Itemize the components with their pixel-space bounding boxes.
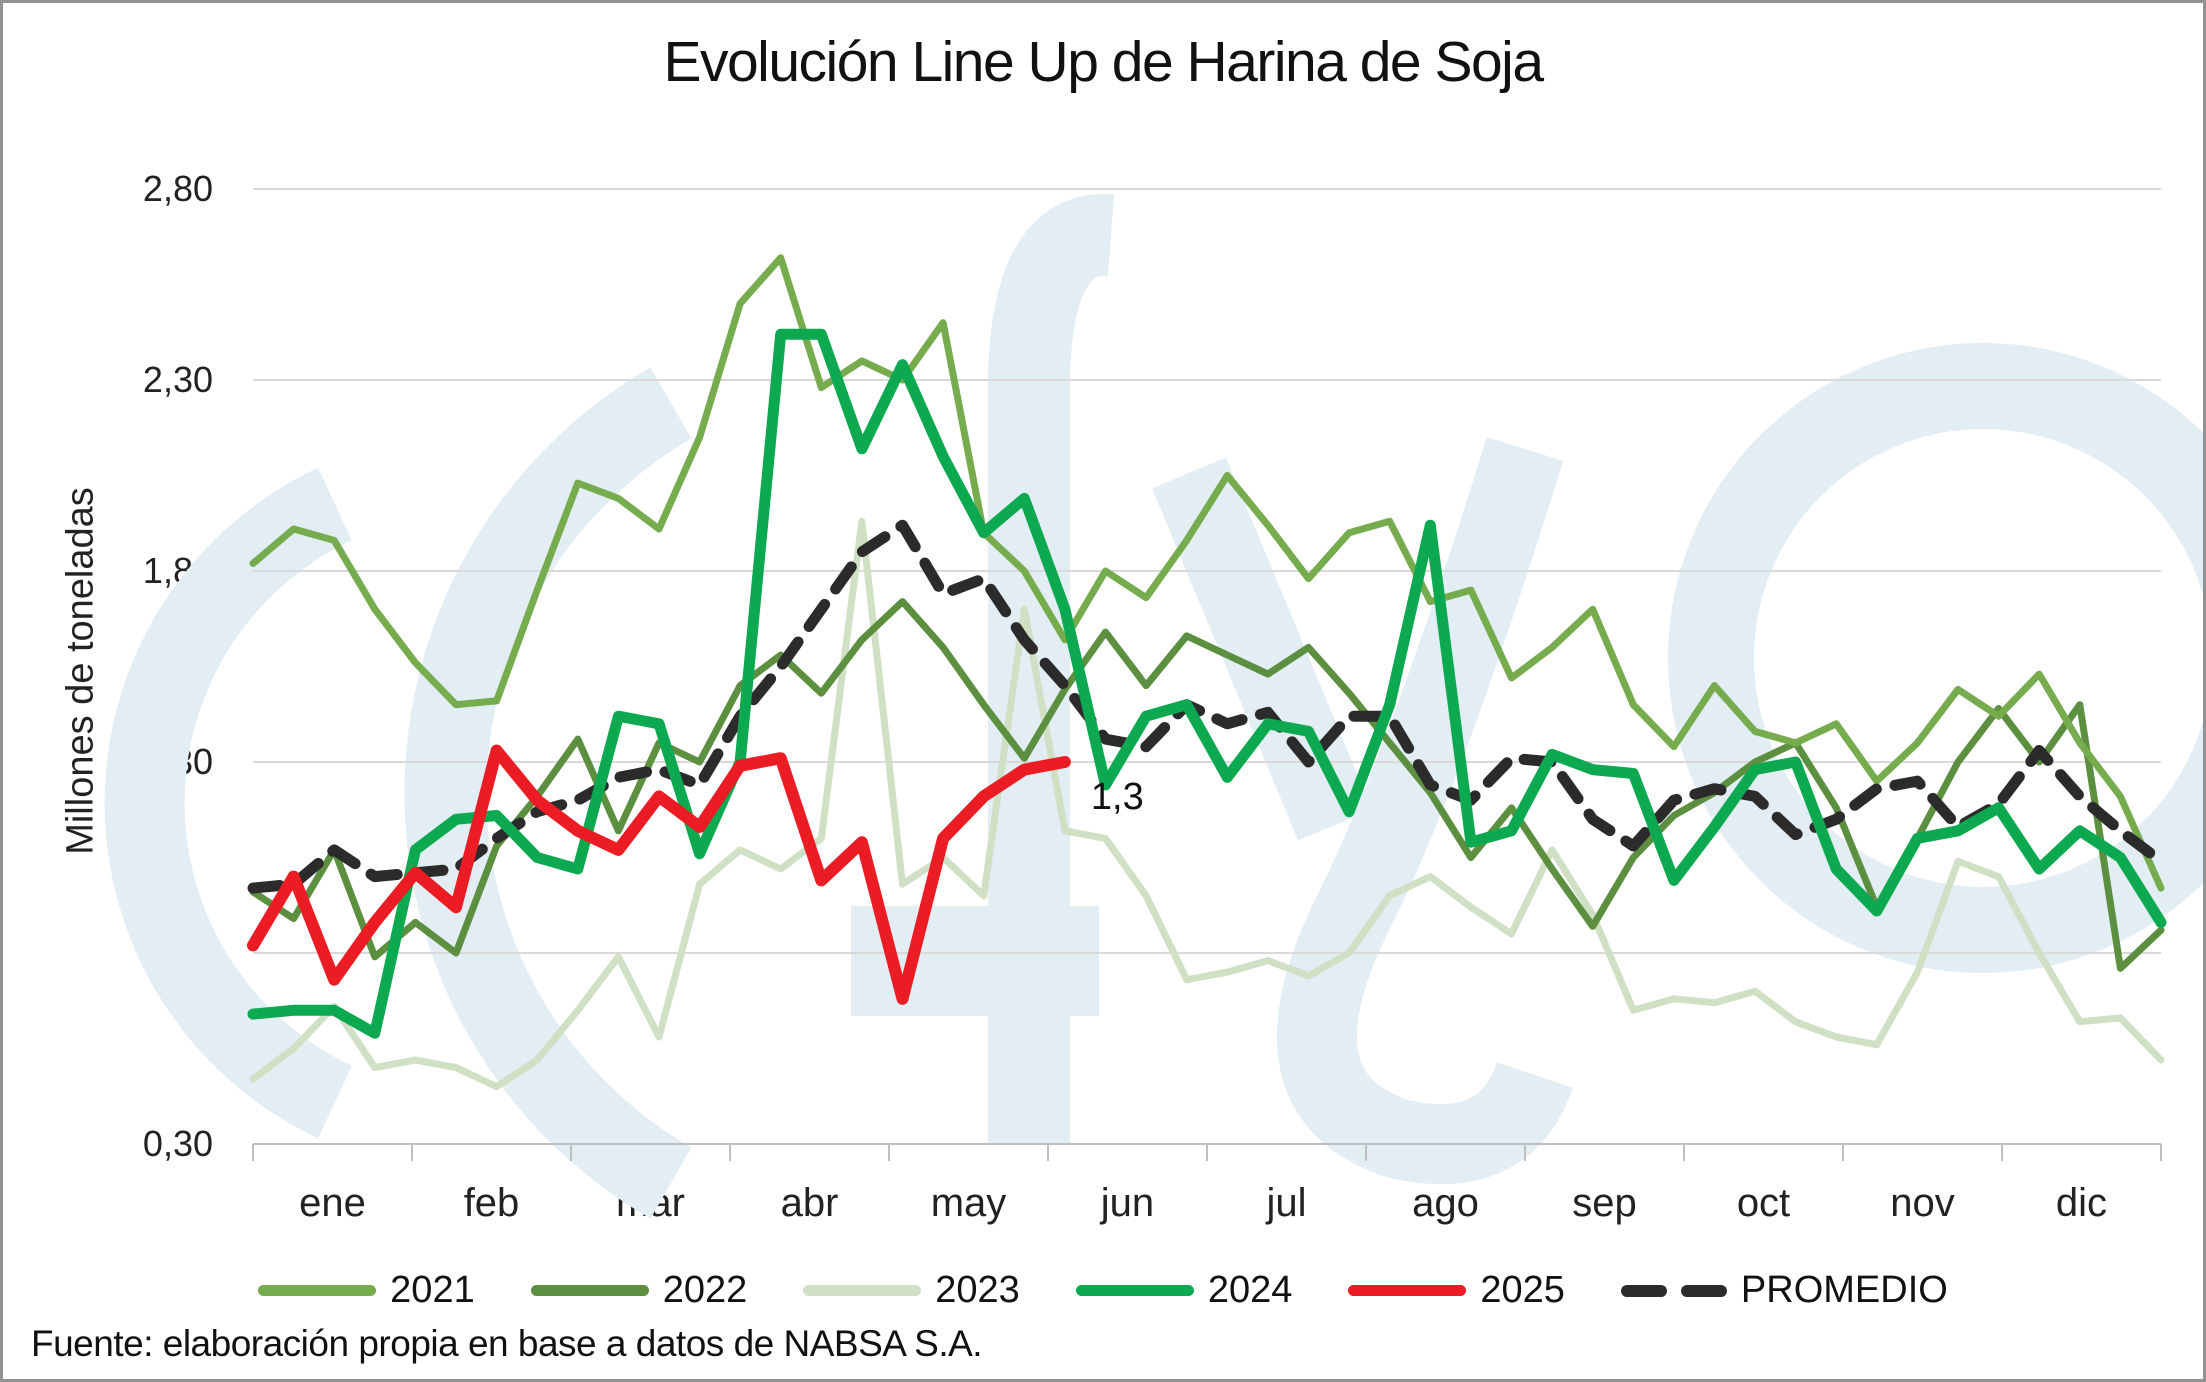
line-chart-plot	[104, 188, 2203, 1219]
legend-swatch-2021	[258, 1285, 377, 1296]
legend-label-2025: 2025	[1480, 1269, 1565, 1311]
legend-label-2021: 2021	[390, 1269, 475, 1311]
y-tick-label-2,30: 2,30	[142, 359, 213, 400]
last-value-annotation: 1,3	[1090, 776, 1144, 818]
legend-swatch-2022	[530, 1285, 649, 1296]
series-line-2022	[249, 598, 2165, 972]
x-tick-label-feb: feb	[463, 1181, 520, 1225]
legend-swatch-dashed-PROMEDIO	[1620, 1284, 1727, 1297]
legend-label-2023: 2023	[935, 1269, 1020, 1311]
legend-item-2023: 2023	[803, 1269, 1020, 1312]
series-line-2021	[249, 254, 2165, 892]
series-line-2025	[247, 744, 1071, 1005]
series-line-PROMEDIO	[247, 519, 2167, 894]
x-tick-label-sep: sep	[1572, 1181, 1637, 1225]
legend-item-2025: 2025	[1348, 1269, 1565, 1312]
watermark-f-stem	[988, 193, 1115, 1143]
legend-label-2022: 2022	[662, 1269, 748, 1311]
x-tick-label-jun: jun	[1100, 1181, 1155, 1225]
legend-dash	[1620, 1284, 1667, 1297]
chart-title: Evolución Line Up de Harina de Soja	[663, 30, 1544, 94]
watermark-paren-arc-2	[404, 367, 692, 1219]
x-tick-label-may: may	[930, 1181, 1007, 1225]
watermark-o-ring	[1668, 343, 2203, 973]
legend-label-PROMEDIO: PROMEDIO	[1740, 1269, 1948, 1311]
x-tick-label-jul: jul	[1266, 1181, 1307, 1225]
series-line-2023	[249, 517, 2165, 1091]
legend-item-2024: 2024	[1075, 1269, 1293, 1312]
legend-item-2021: 2021	[258, 1269, 475, 1312]
legend-swatch-2025	[1348, 1285, 1467, 1296]
watermark-paren-arc	[104, 467, 353, 1139]
legend-swatch-2023	[803, 1285, 922, 1296]
legend-item-2022: 2022	[530, 1269, 748, 1312]
source-note: Fuente: elaboración propia en base a dat…	[31, 1323, 983, 1364]
y-tick-label-0,30: 0,30	[142, 1123, 213, 1164]
y-tick-label-2,80: 2,80	[142, 168, 213, 209]
legend-swatch-2024	[1075, 1285, 1194, 1296]
series-line-2024	[247, 328, 2167, 1039]
x-tick-label-ago: ago	[1412, 1181, 1479, 1225]
legend-item-PROMEDIO: PROMEDIO	[1620, 1269, 1948, 1312]
x-tick-label-oct: oct	[1736, 1181, 1791, 1225]
x-tick-label-nov: nov	[1890, 1181, 1955, 1225]
x-tick-label-dic: dic	[2055, 1181, 2108, 1225]
legend-dash	[1680, 1284, 1727, 1297]
chart-legend: 2021 2022 2023 2024 2025 PROMEDIO	[3, 1269, 2203, 1312]
x-tick-label-ene: ene	[299, 1181, 366, 1225]
x-tick-label-abr: abr	[780, 1181, 839, 1225]
legend-label-2024: 2024	[1207, 1269, 1293, 1311]
